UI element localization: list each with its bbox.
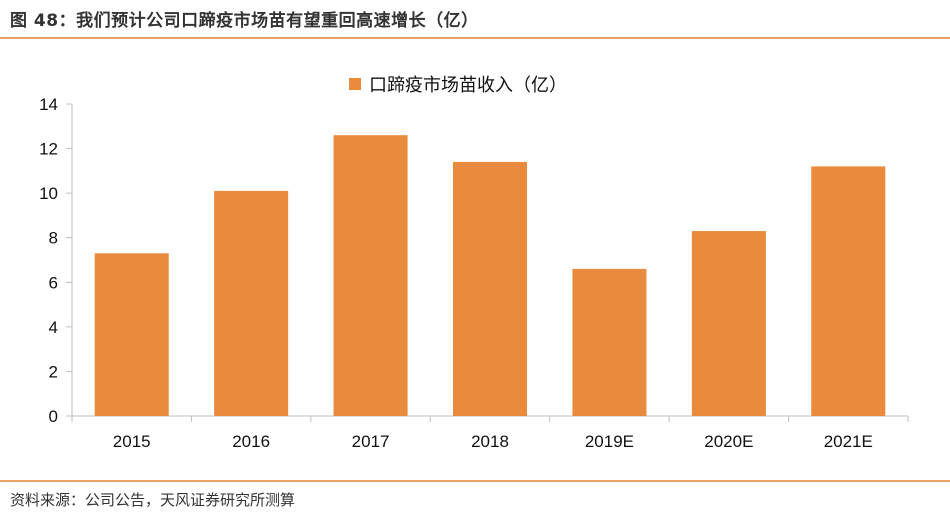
x-tick-label: 2015 bbox=[113, 432, 151, 451]
y-tick-label: 4 bbox=[49, 318, 58, 337]
bar-2018 bbox=[452, 161, 528, 416]
bar-2017 bbox=[333, 135, 408, 416]
y-tick-label: 2 bbox=[49, 362, 58, 381]
x-tick-label: 2021E bbox=[824, 432, 873, 451]
y-tick-label: 14 bbox=[39, 95, 58, 114]
bar-2021E bbox=[811, 166, 886, 416]
x-tick-label: 2019E bbox=[585, 432, 634, 451]
figure-title: 图 48：我们预计公司口蹄疫市场苗有望重回高速增长（亿） bbox=[10, 11, 479, 31]
y-tick-label: 8 bbox=[49, 229, 58, 248]
bar-2020E bbox=[691, 231, 766, 416]
y-tick-label: 6 bbox=[49, 273, 58, 292]
x-tick-label: 2016 bbox=[232, 432, 270, 451]
bars bbox=[94, 135, 886, 416]
x-tick-label: 2020E bbox=[704, 432, 753, 451]
legend-label: 口蹄疫市场苗收入（亿） bbox=[369, 75, 567, 96]
source-note: 资料来源：公司公告，天风证券研究所测算 bbox=[10, 491, 296, 509]
bar-2019E bbox=[572, 268, 647, 416]
x-tick-label: 2018 bbox=[471, 432, 509, 451]
bar-2016 bbox=[214, 190, 289, 416]
legend-swatch bbox=[349, 78, 361, 90]
title-divider bbox=[0, 37, 950, 39]
y-tick-label: 10 bbox=[39, 184, 58, 203]
legend: 口蹄疫市场苗收入（亿） bbox=[349, 75, 567, 96]
x-axis: 2015 2016 2017 2018 2019E 2020E 2021E bbox=[71, 415, 909, 451]
y-axis: 0 2 4 6 8 10 12 14 bbox=[39, 95, 73, 426]
bar-2015 bbox=[94, 253, 169, 416]
y-tick-label: 0 bbox=[49, 407, 58, 426]
x-tick-label: 2017 bbox=[352, 432, 390, 451]
footer-divider bbox=[0, 480, 950, 482]
y-tick-label: 12 bbox=[39, 140, 58, 159]
bar-chart: 口蹄疫市场苗收入（亿） 0 2 4 6 8 10 12 14 2015 2016 2017 2018… bbox=[39, 75, 909, 451]
